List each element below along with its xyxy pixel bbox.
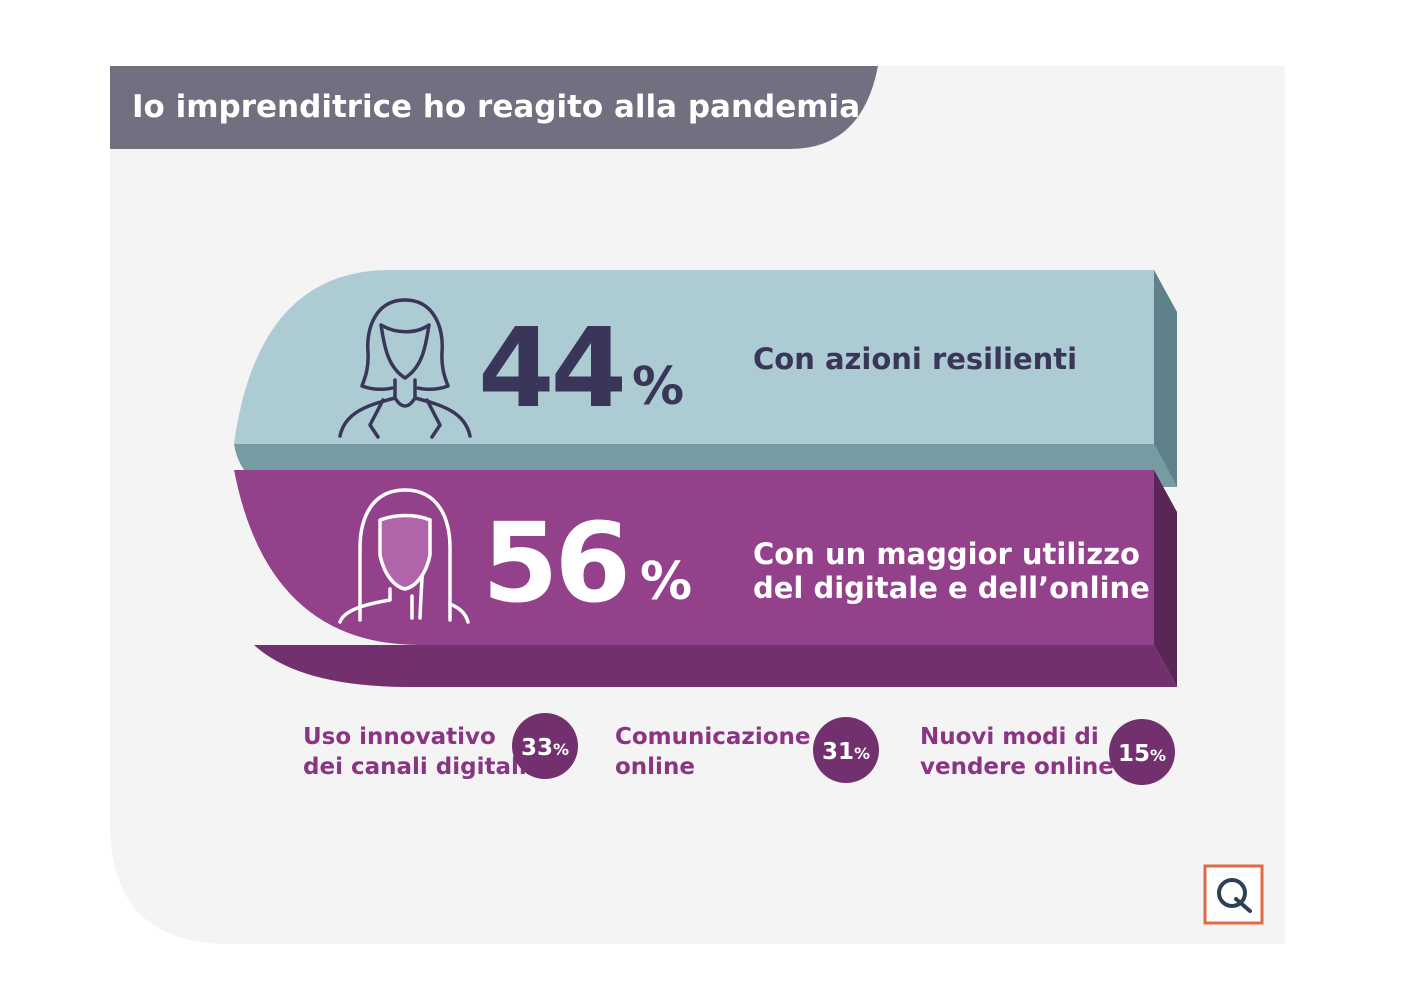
substat-3-label-line1: Nuovi modi di: [920, 724, 1099, 750]
substat-3-badge: [1109, 719, 1175, 785]
substat-1-value: 33%: [521, 735, 569, 761]
bar-56-bottom-face: [254, 645, 1177, 687]
substat-2-label-line2: online: [615, 754, 695, 780]
bar-56: [234, 470, 1177, 687]
bar-44: [234, 270, 1177, 487]
stat-44-label: Con azioni resilienti: [753, 342, 1077, 376]
stat-56-label-line1: Con un maggior utilizzo: [753, 537, 1140, 571]
q-logo-icon: [1203, 864, 1264, 925]
stat-56-label-line2: del digitale e dell’online: [753, 571, 1150, 605]
substat-1-label-line1: Uso innovativo: [303, 724, 496, 750]
stat-56-percent: %: [640, 552, 692, 612]
q-logo-ring: [1217, 878, 1247, 908]
substat-2-badge: [813, 717, 879, 783]
stat-56-number: 56: [482, 499, 627, 627]
stat-44-percent: %: [632, 357, 684, 417]
substat-3: Nuovi modi di vendere online 15%: [920, 719, 1175, 785]
substat-1-label-line2: dei canali digitali: [303, 754, 527, 780]
bar-56-side-face: [1154, 470, 1177, 687]
substat-3-value: 15%: [1118, 741, 1166, 767]
stat-44-number: 44: [478, 304, 623, 432]
substat-1-badge: [512, 713, 578, 779]
substat-2-label-line1: Comunicazione: [615, 724, 810, 750]
substat-3-label-line2: vendere online: [920, 754, 1114, 780]
woman-long-hair-icon: [338, 488, 470, 624]
q-logo-frame: [1203, 864, 1264, 925]
substat-2-value: 31%: [822, 739, 870, 765]
bar-44-side-face: [1154, 270, 1177, 487]
header-tab: [110, 66, 878, 149]
bar-56-front-face: [234, 470, 1154, 645]
page-title: Io imprenditrice ho reagito alla pandemi…: [132, 89, 860, 125]
substat-1: Uso innovativo dei canali digitali 33%: [303, 713, 578, 780]
bar-44-front-face: [234, 270, 1154, 444]
woman-short-hair-icon: [338, 298, 472, 439]
q-logo-tail: [1234, 897, 1252, 913]
substat-2: Comunicazione online 31%: [615, 717, 879, 783]
